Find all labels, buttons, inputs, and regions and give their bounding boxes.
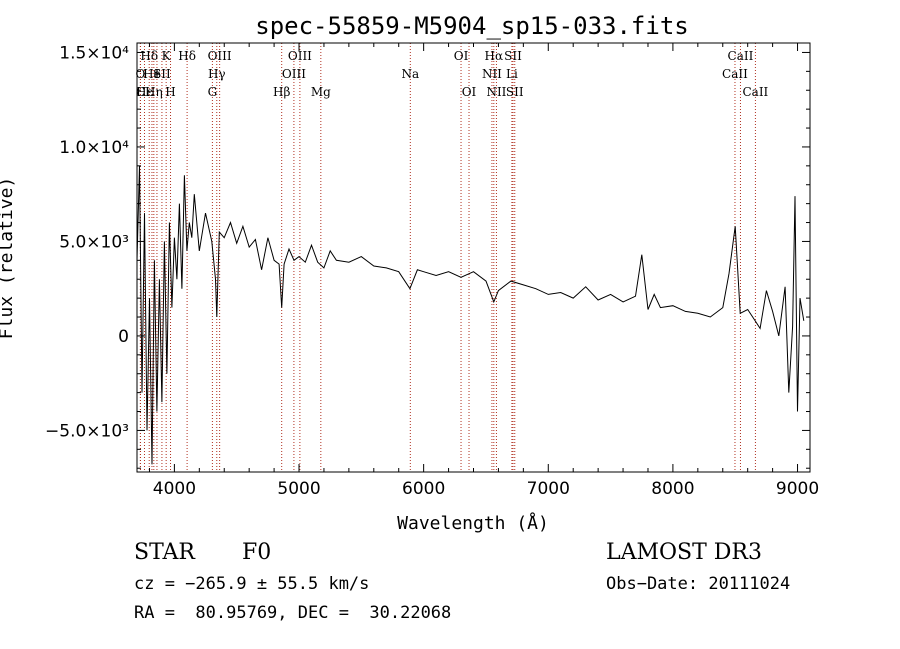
x-tick-label-5: 9000 — [776, 479, 819, 499]
line-label-27: CaII — [728, 49, 754, 63]
x-tick-label-4: 8000 — [651, 479, 694, 499]
y-tick-label-3: 0 — [118, 327, 129, 347]
line-label-28: CaII — [722, 67, 748, 81]
line-label-9: H — [165, 85, 175, 99]
x-axis: 4000 5000 6000 7000 8000 9000 — [148, 43, 819, 499]
x-tick-label-3: 7000 — [527, 479, 570, 499]
line-label-10: Hδ — [178, 49, 196, 63]
line-label-4: He — [143, 67, 161, 81]
line-label-26: SII — [506, 85, 524, 99]
line-label-29: CaII — [742, 85, 768, 99]
line-label-11: OIII — [208, 49, 232, 63]
line-label-22: SII — [504, 49, 522, 63]
line-label-8: SII — [153, 67, 171, 81]
line-label-3: Hδ — [140, 49, 158, 63]
velocity: cz = −265.9 ± 55.5 km/s — [134, 574, 370, 594]
line-label-25: NII — [486, 85, 506, 99]
y-tick-label-4: −5.0×10³ — [45, 421, 129, 441]
coordinates: RA = 80.95769, DEC = 30.22068 — [134, 603, 452, 623]
y-tick-label-1: 1.0×10⁴ — [59, 138, 129, 158]
line-label-19: OI — [454, 49, 469, 63]
line-label-14: OIII — [288, 49, 312, 63]
line-label-7: K — [162, 49, 172, 63]
obs-date: Obs−Date: 20111024 — [606, 574, 791, 594]
line-label-23: NII — [482, 67, 502, 81]
x-tick-label-2: 6000 — [402, 479, 445, 499]
line-label-1: C — [136, 85, 145, 99]
x-tick-label-1: 5000 — [277, 479, 320, 499]
subclass: F0 — [242, 540, 272, 565]
y-tick-label-2: 5.0×10³ — [59, 232, 129, 252]
y-tick-label-0: 1.5×10⁴ — [59, 43, 129, 63]
line-label-17: Mg — [311, 85, 331, 99]
line-label-16: Hβ — [273, 85, 290, 99]
line-label-21: Hα — [485, 49, 504, 63]
line-label-5: Hη — [145, 85, 163, 99]
line-label-6: I — [155, 67, 160, 81]
y-axis: 1.5×10⁴ 1.0×10⁴ 5.0×10³ 0 −5.0×10³ — [45, 43, 810, 469]
y-axis-label: Flux (relative) — [0, 177, 17, 340]
survey-name: LAMOST DR3 — [606, 540, 762, 565]
line-label-24: Li — [506, 67, 518, 81]
line-label-2: Hε — [136, 85, 153, 99]
line-label-0: O — [135, 67, 145, 81]
x-tick-label-0: 4000 — [153, 479, 196, 499]
line-label-13: G — [208, 85, 218, 99]
line-label-20: OI — [462, 85, 477, 99]
line-markers — [139, 43, 756, 472]
object-class: STAR — [134, 540, 195, 565]
line-label-18: Na — [401, 67, 419, 81]
chart-title: spec-55859-M5904_sp15-033.fits — [255, 12, 688, 40]
plot-frame — [136, 42, 811, 473]
line-label-15: OIII — [282, 67, 306, 81]
x-axis-label: Wavelength (Å) — [397, 512, 549, 534]
spectrum-series-line — [136, 165, 805, 465]
line-label-12: Hγ — [208, 67, 226, 81]
